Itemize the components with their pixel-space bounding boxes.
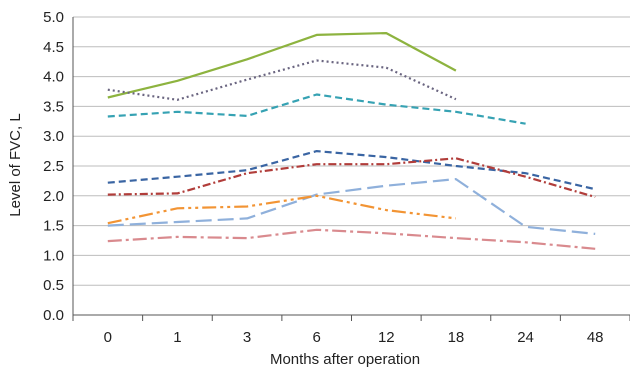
y-tick-label: 1.5 xyxy=(43,218,64,235)
y-tick-label: 1.0 xyxy=(43,247,64,264)
x-tick-label: 6 xyxy=(313,329,321,346)
y-tick-label: 2.0 xyxy=(43,188,64,205)
x-tick-label: 1 xyxy=(173,329,181,346)
x-axis-title: Months after operation xyxy=(270,351,420,368)
series-line-7 xyxy=(107,194,457,225)
y-tick-label: 2.5 xyxy=(43,158,64,175)
x-tick-label: 24 xyxy=(517,329,534,346)
x-tick-label: 0 xyxy=(104,329,112,346)
series-line-5 xyxy=(107,157,596,199)
y-tick-label: 3.0 xyxy=(43,128,64,145)
series-lines xyxy=(107,31,596,250)
x-tick-label: 3 xyxy=(243,329,251,346)
tick-labels: 0.0 0.5 1.0 1.5 2.0 2.5 3.0 3.5 4.0 4.5 5.0 0 1 3 6 12 1… xyxy=(43,9,603,346)
axes xyxy=(72,17,630,321)
y-tick-label: 4.5 xyxy=(43,39,64,56)
y-axis-title: Level of FVC, L xyxy=(7,113,24,216)
series-line-6 xyxy=(107,178,596,235)
y-tick-label: 0.5 xyxy=(43,277,64,294)
y-tick-label: 3.5 xyxy=(43,98,64,115)
series-line-8 xyxy=(107,228,596,250)
x-tick-label: 12 xyxy=(378,329,395,346)
grid-lines xyxy=(73,16,630,286)
y-tick-label: 0.0 xyxy=(43,307,64,324)
y-tick-label: 5.0 xyxy=(43,9,64,26)
y-tick-label: 4.0 xyxy=(43,69,64,86)
series-line-3 xyxy=(107,93,526,125)
series-line-1 xyxy=(107,31,457,99)
x-tick-label: 18 xyxy=(448,329,465,346)
x-tick-label: 48 xyxy=(587,329,604,346)
series-line-4 xyxy=(107,150,596,191)
series-line-2 xyxy=(107,59,457,101)
